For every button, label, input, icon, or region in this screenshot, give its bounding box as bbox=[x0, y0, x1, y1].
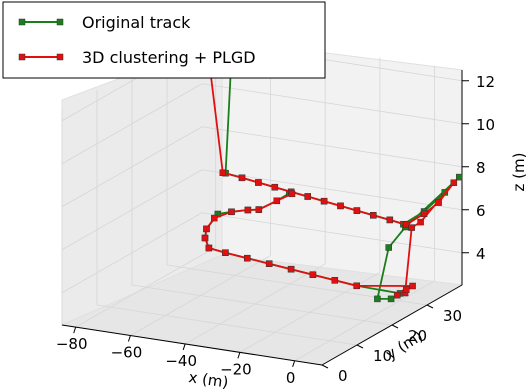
z-tick-label: 12 bbox=[476, 73, 495, 91]
data-point bbox=[385, 244, 392, 251]
data-point bbox=[353, 282, 360, 290]
data-point bbox=[450, 179, 458, 186]
data-point bbox=[203, 225, 210, 233]
data-point bbox=[273, 197, 281, 205]
grid-line-y bbox=[131, 284, 393, 326]
data-point bbox=[331, 277, 339, 284]
data-point bbox=[244, 254, 251, 262]
data-point bbox=[211, 214, 218, 222]
data-point bbox=[387, 295, 395, 303]
data-point bbox=[386, 216, 394, 224]
legend: Original track 3D clustering + PLGD bbox=[2, 1, 326, 79]
x-tick-label: −20 bbox=[220, 360, 252, 378]
y-tick bbox=[426, 304, 434, 309]
grid-line-y bbox=[96, 304, 358, 346]
x-tick bbox=[73, 326, 77, 334]
y-tick-label: 20 bbox=[408, 327, 427, 345]
data-point bbox=[271, 183, 279, 191]
data-point bbox=[374, 295, 381, 303]
data-point bbox=[353, 207, 361, 214]
z-tick-label: 4 bbox=[476, 245, 486, 263]
data-point bbox=[288, 190, 296, 198]
y-tick-label: 10 bbox=[373, 347, 392, 365]
tick-labels: −80 −60 −40 −20 0 0 10 20 30 4 6 8 10 12 bbox=[56, 73, 495, 387]
y-tick-label: 30 bbox=[443, 307, 462, 325]
x-tick bbox=[292, 360, 296, 367]
data-point bbox=[309, 271, 317, 278]
data-point bbox=[265, 260, 273, 267]
data-point bbox=[420, 210, 428, 217]
z-axis-title: z (m) bbox=[510, 153, 528, 192]
y-axis-title: y (m) bbox=[383, 327, 426, 363]
data-point bbox=[287, 265, 295, 273]
data-point bbox=[402, 221, 410, 228]
y-tick bbox=[321, 364, 329, 369]
data-point bbox=[337, 202, 344, 210]
data-point bbox=[219, 169, 227, 176]
data-point bbox=[244, 206, 252, 214]
z-tick-label: 8 bbox=[476, 159, 486, 177]
x-tick bbox=[182, 343, 186, 351]
data-point bbox=[255, 179, 262, 186]
legend-marker-original bbox=[56, 18, 64, 26]
y-tick-label: 0 bbox=[338, 367, 348, 385]
grid-line-z bbox=[201, 126, 463, 168]
x-axis-title: x (m) bbox=[187, 368, 229, 389]
data-point bbox=[320, 197, 328, 205]
legend-marker-original bbox=[18, 18, 26, 26]
data-point bbox=[304, 193, 311, 200]
x-tick-label: −80 bbox=[56, 335, 88, 353]
y-tick bbox=[356, 344, 364, 349]
data-series bbox=[197, 54, 463, 303]
grid-line-z bbox=[201, 83, 463, 125]
data-point bbox=[205, 244, 213, 252]
legend-marker-clustering bbox=[18, 53, 26, 61]
x-tick bbox=[127, 335, 131, 342]
z-tick-label: 10 bbox=[476, 116, 495, 134]
data-point bbox=[408, 224, 415, 231]
data-point bbox=[409, 282, 416, 290]
data-point bbox=[370, 212, 377, 219]
x-tick-label: −40 bbox=[165, 352, 197, 370]
data-point bbox=[238, 174, 246, 182]
legend-label-original: Original track bbox=[82, 13, 191, 32]
data-point bbox=[435, 199, 442, 206]
data-point bbox=[228, 208, 235, 216]
legend-label-clustering: 3D clustering + PLGD bbox=[82, 48, 256, 67]
x-tick bbox=[237, 352, 241, 359]
grid-line-z bbox=[201, 212, 463, 254]
legend-marker-clustering bbox=[56, 53, 64, 61]
pane-back bbox=[60, 39, 464, 366]
grid-line-z bbox=[201, 169, 463, 211]
data-point bbox=[201, 234, 209, 242]
z-tick-label: 6 bbox=[476, 202, 486, 220]
x-axis-line bbox=[61, 324, 323, 366]
x-tick-label: −60 bbox=[111, 344, 143, 362]
x-tick-label: 0 bbox=[286, 369, 296, 387]
data-point bbox=[417, 218, 424, 226]
y-tick bbox=[391, 324, 399, 329]
data-point bbox=[255, 206, 263, 213]
data-point bbox=[394, 291, 401, 299]
data-point bbox=[403, 286, 410, 293]
data-point bbox=[456, 173, 463, 181]
data-point bbox=[222, 249, 229, 256]
legend-box bbox=[2, 1, 326, 79]
